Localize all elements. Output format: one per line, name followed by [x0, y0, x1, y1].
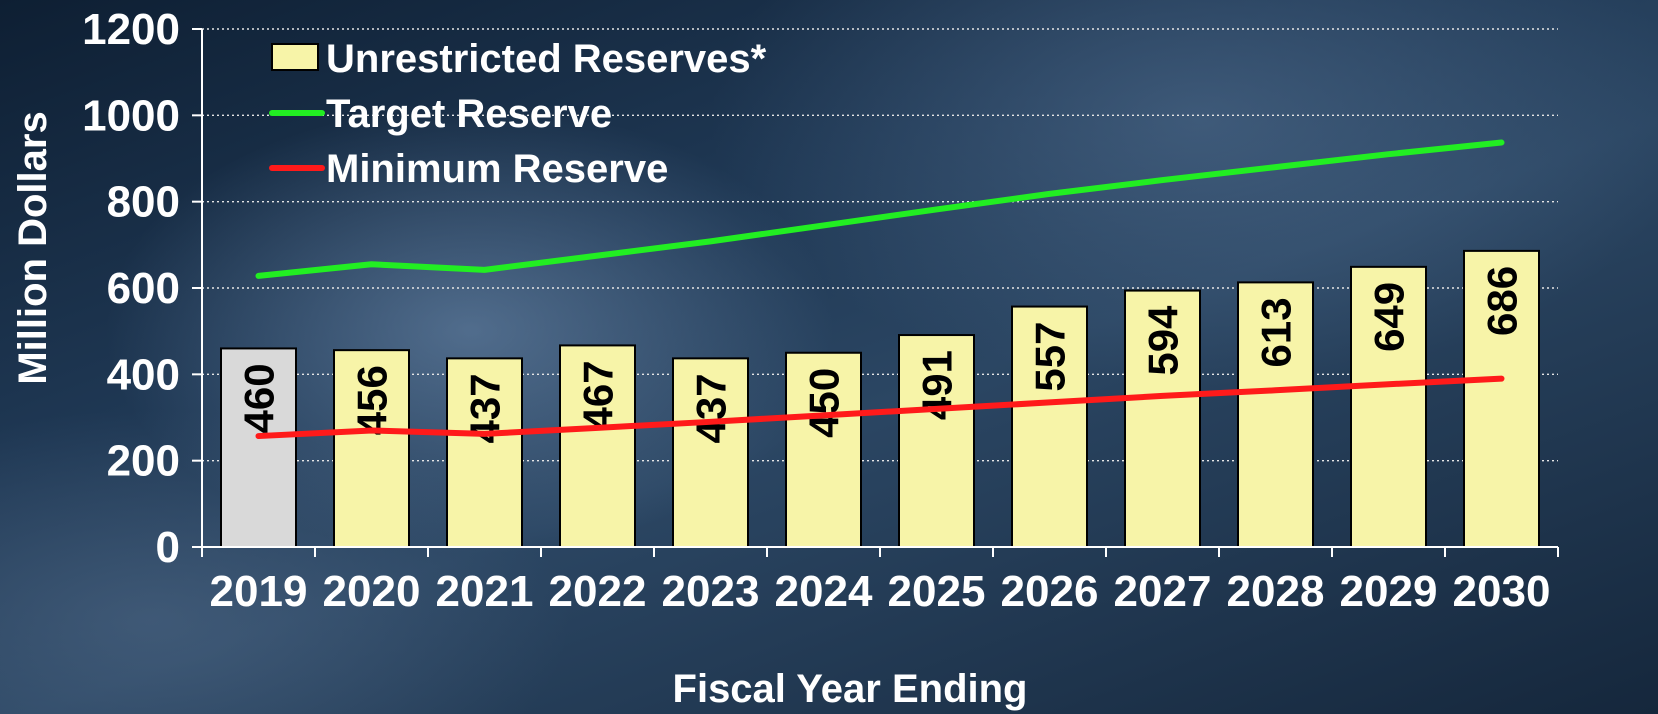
line-minimum-reserve: [255, 375, 1505, 440]
y-axis-title: Million Dollars: [11, 111, 55, 384]
grid-lines: [202, 28, 1558, 462]
x-tick-label-2030: 2030: [1453, 567, 1551, 616]
bar-2022: [559, 344, 636, 548]
y-tick-label: 800: [107, 178, 180, 227]
x-tick-label-2027: 2027: [1114, 567, 1212, 616]
y-tick-label: 1000: [82, 91, 180, 140]
y-tick-label: 400: [107, 350, 180, 399]
series-lines: [255, 139, 1505, 440]
bar-2019: [220, 347, 297, 548]
x-tick-label-2025: 2025: [888, 567, 986, 616]
bar-label-2019: 460: [236, 363, 283, 433]
bars: 460 456 437 467 437 450 491 557 594 613 649 686: [220, 249, 1540, 549]
line-target-reserve: [255, 139, 1505, 279]
legend-swatch-unrestricted-reserves: [271, 43, 319, 71]
bar-label-2027: 594: [1140, 305, 1187, 376]
bar-label-2022: 467: [575, 360, 622, 430]
x-tick-label-2023: 2023: [662, 567, 760, 616]
x-tick-label-2022: 2022: [549, 567, 647, 616]
legend: Unrestricted Reserves* Target Reserve Mini…: [269, 37, 767, 191]
bar-2028: [1237, 281, 1314, 548]
y-tick-label: 200: [107, 437, 180, 486]
bar-label-2030: 686: [1479, 266, 1526, 336]
y-tick-label: 600: [107, 264, 180, 313]
bar-2029: [1350, 265, 1427, 548]
y-tick-label: 1200: [82, 5, 180, 54]
x-tick-label-2024: 2024: [775, 567, 873, 616]
x-tick-label-2021: 2021: [436, 567, 534, 616]
bar-label-2026: 557: [1027, 322, 1074, 392]
bar-label-2029: 649: [1366, 282, 1413, 352]
legend-label-minimum-reserve: Minimum Reserve: [326, 147, 668, 191]
legend-label-unrestricted-reserves: Unrestricted Reserves*: [326, 37, 767, 81]
x-tick-label-2019: 2019: [210, 567, 308, 616]
axes: 0 200 400 600 800 1000 1200 2019 2020 2021 2022 202…: [82, 5, 1559, 616]
x-tick-label-2026: 2026: [1001, 567, 1099, 616]
bar-2024: [785, 351, 862, 548]
bar-2026: [1011, 305, 1088, 549]
bar-2021: [446, 357, 523, 548]
y-tick-label: 0: [156, 523, 180, 572]
bar-2030: [1463, 249, 1540, 548]
x-tick-label-2028: 2028: [1227, 567, 1325, 616]
bar-label-2020: 456: [349, 365, 396, 435]
x-tick-label-2029: 2029: [1340, 567, 1438, 616]
bar-label-2024: 450: [801, 368, 848, 438]
bar-label-2028: 613: [1253, 297, 1300, 367]
x-tick-label-2020: 2020: [323, 567, 421, 616]
bar-label-2023: 437: [688, 373, 735, 443]
legend-label-target-reserve: Target Reserve: [326, 92, 612, 136]
bar-2027: [1124, 289, 1201, 548]
bar-2023: [672, 357, 749, 548]
x-axis-title: Fiscal Year Ending: [673, 667, 1028, 711]
bar-2025: [898, 334, 975, 548]
